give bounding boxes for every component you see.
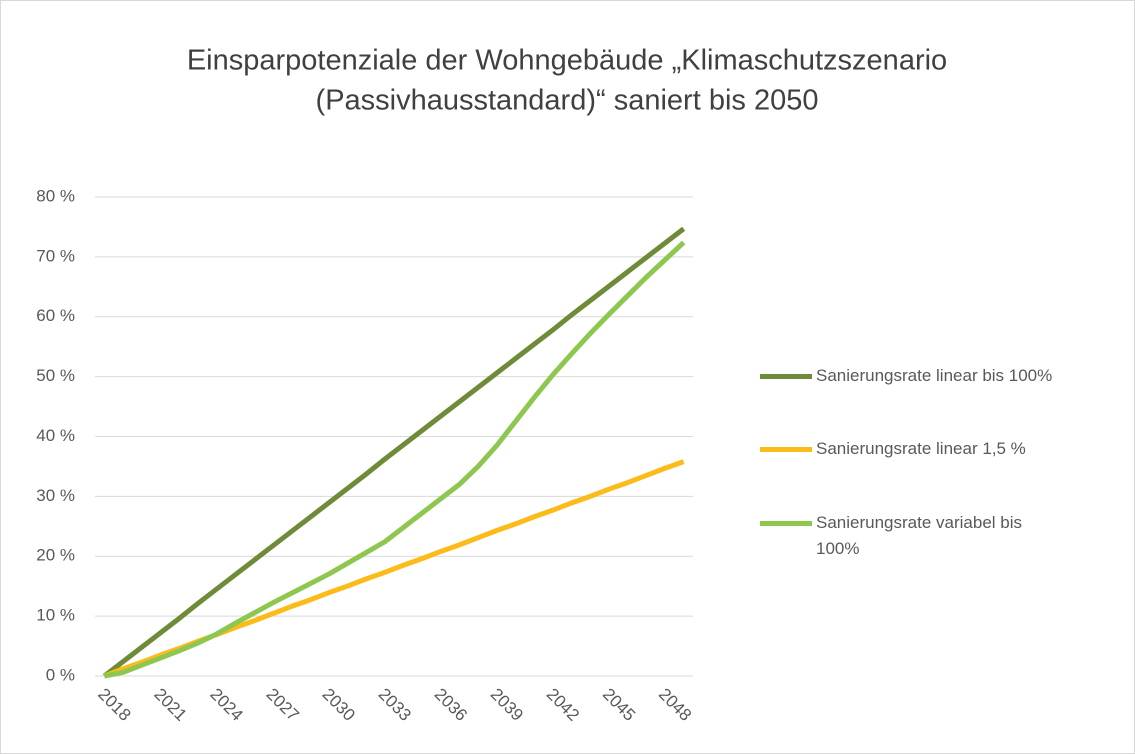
y-tick-label: 40 % xyxy=(36,426,75,445)
series-line xyxy=(102,226,686,678)
chart-title: Einsparpotenziale der Wohngebäude „Klima… xyxy=(187,45,947,77)
y-tick-label: 50 % xyxy=(36,366,75,385)
legend-item: Sanierungsrate linear bis 100% xyxy=(760,363,1056,389)
y-tick-label: 0 % xyxy=(46,665,75,684)
y-tick-label: 10 % xyxy=(36,606,75,625)
y-tick-label: 20 % xyxy=(36,546,75,565)
legend-swatch xyxy=(760,521,812,526)
legend-label: Sanierungsrate linear bis 100% xyxy=(816,366,1053,385)
series-line xyxy=(103,240,686,679)
y-tick-label: 70 % xyxy=(36,246,75,265)
legend-item: Sanierungsrate linear 1,5 % xyxy=(760,436,1056,462)
legend-label: Sanierungsrate variabel bis 100% xyxy=(816,513,1023,558)
legend-label: Sanierungsrate linear 1,5 % xyxy=(816,439,1026,458)
chart-title: (Passivhausstandard)“ saniert bis 2050 xyxy=(316,85,819,117)
legend-swatch xyxy=(760,447,812,452)
y-tick-label: 30 % xyxy=(36,486,75,505)
legend-item: Sanierungsrate variabel bis 100% xyxy=(760,510,1056,562)
legend-swatch xyxy=(760,374,812,379)
y-tick-label: 80 % xyxy=(36,186,75,205)
y-tick-label: 60 % xyxy=(36,306,75,325)
